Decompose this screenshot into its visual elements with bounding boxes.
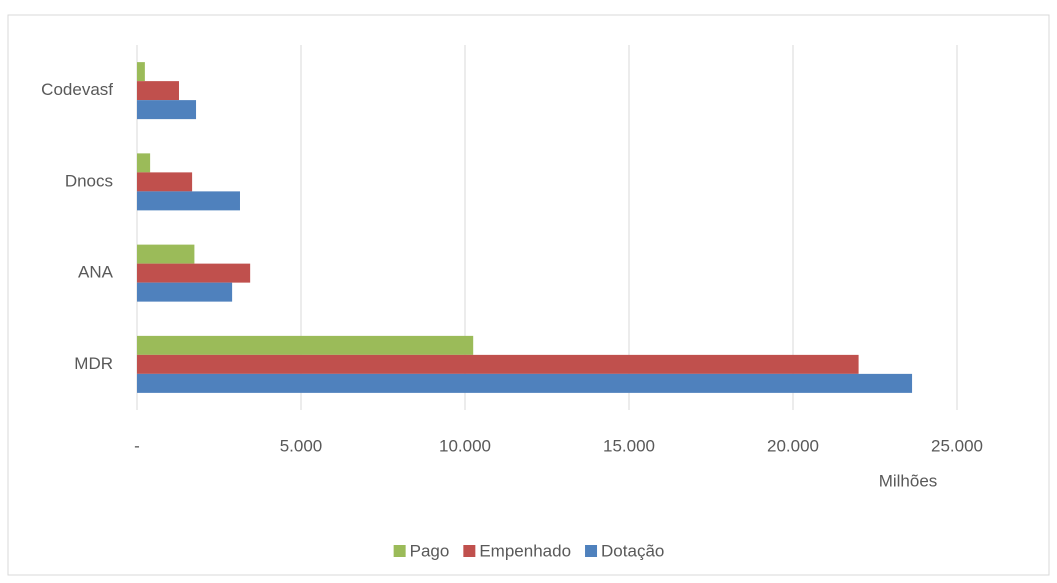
bar <box>137 153 151 173</box>
bar <box>137 81 179 101</box>
bar <box>137 244 195 264</box>
legend-swatch <box>463 545 476 557</box>
x-tick-label: 15.000 <box>603 436 655 455</box>
legend-label: Empenhado <box>479 541 571 560</box>
x-tick-label: 10.000 <box>439 436 491 455</box>
bar <box>137 335 474 355</box>
bar <box>137 373 913 393</box>
x-tick-label: 20.000 <box>767 436 819 455</box>
bar <box>137 354 859 374</box>
y-tick-label: ANA <box>78 263 114 282</box>
y-tick-label: MDR <box>74 354 113 373</box>
bar <box>137 191 240 211</box>
x-axis-label: Milhões <box>879 471 938 490</box>
bar <box>137 263 251 283</box>
x-tick-label: 25.000 <box>931 436 983 455</box>
bar <box>137 62 145 82</box>
bar <box>137 100 197 120</box>
legend-swatch <box>585 545 598 557</box>
legend-label: Pago <box>410 541 450 560</box>
x-tick-label: - <box>134 436 140 455</box>
legend-label: Dotação <box>601 541 664 560</box>
legend-swatch <box>393 545 406 557</box>
y-tick-label: Codevasf <box>41 80 113 99</box>
x-tick-label: 5.000 <box>280 436 323 455</box>
bar <box>137 172 193 192</box>
bar <box>137 282 233 302</box>
y-tick-label: Dnocs <box>65 171 113 190</box>
